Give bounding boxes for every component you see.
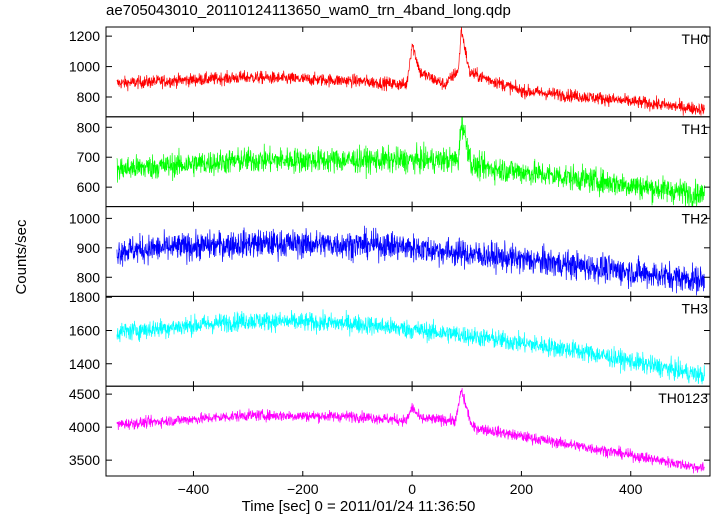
y-tick-label: 1800 bbox=[69, 289, 100, 305]
y-tick-label: 800 bbox=[77, 119, 101, 135]
y-tick-label: 900 bbox=[77, 240, 101, 256]
x-tick-label: 200 bbox=[510, 481, 534, 497]
x-tick-label: −400 bbox=[178, 481, 210, 497]
x-tick-label: 0 bbox=[408, 481, 416, 497]
series-th0 bbox=[116, 26, 705, 116]
y-tick-label: 1000 bbox=[69, 59, 100, 75]
y-tick-label: 1000 bbox=[69, 210, 100, 226]
y-tick-label: 800 bbox=[77, 89, 101, 105]
panel-frame-th0123 bbox=[105, 385, 711, 477]
x-tick-label: −200 bbox=[287, 481, 319, 497]
panel-label-th2: TH2 bbox=[682, 211, 709, 227]
panel-frame-th3 bbox=[105, 295, 711, 387]
y-tick-label: 4500 bbox=[69, 386, 100, 402]
y-tick-label: 1600 bbox=[69, 322, 100, 338]
y-tick-label: 3500 bbox=[69, 452, 100, 468]
y-tick-label: 700 bbox=[77, 149, 101, 165]
y-tick-label: 600 bbox=[77, 179, 101, 195]
panel-label-th1: TH1 bbox=[682, 121, 709, 137]
y-tick-label: 4000 bbox=[69, 419, 100, 435]
series-th2 bbox=[116, 225, 705, 296]
y-tick-label: 1200 bbox=[69, 28, 100, 44]
y-axis-label: Counts/sec bbox=[13, 219, 30, 295]
x-tick-label: 400 bbox=[619, 481, 643, 497]
y-tick-label: 800 bbox=[77, 269, 101, 285]
y-tick-label: 1400 bbox=[69, 356, 100, 372]
series-th1 bbox=[116, 116, 705, 207]
chart-title: ae705043010_20110124113650_wam0_trn_4ban… bbox=[106, 2, 511, 19]
series-th3 bbox=[116, 309, 705, 385]
panel-label-th0123: TH0123 bbox=[658, 390, 708, 406]
panel-label-th3: TH3 bbox=[682, 300, 709, 316]
x-axis-label: Time [sec] 0 = 2011/01/24 11:36:50 bbox=[241, 498, 476, 515]
series-th0123 bbox=[116, 387, 705, 474]
panel-label-th0: TH0 bbox=[682, 31, 709, 47]
